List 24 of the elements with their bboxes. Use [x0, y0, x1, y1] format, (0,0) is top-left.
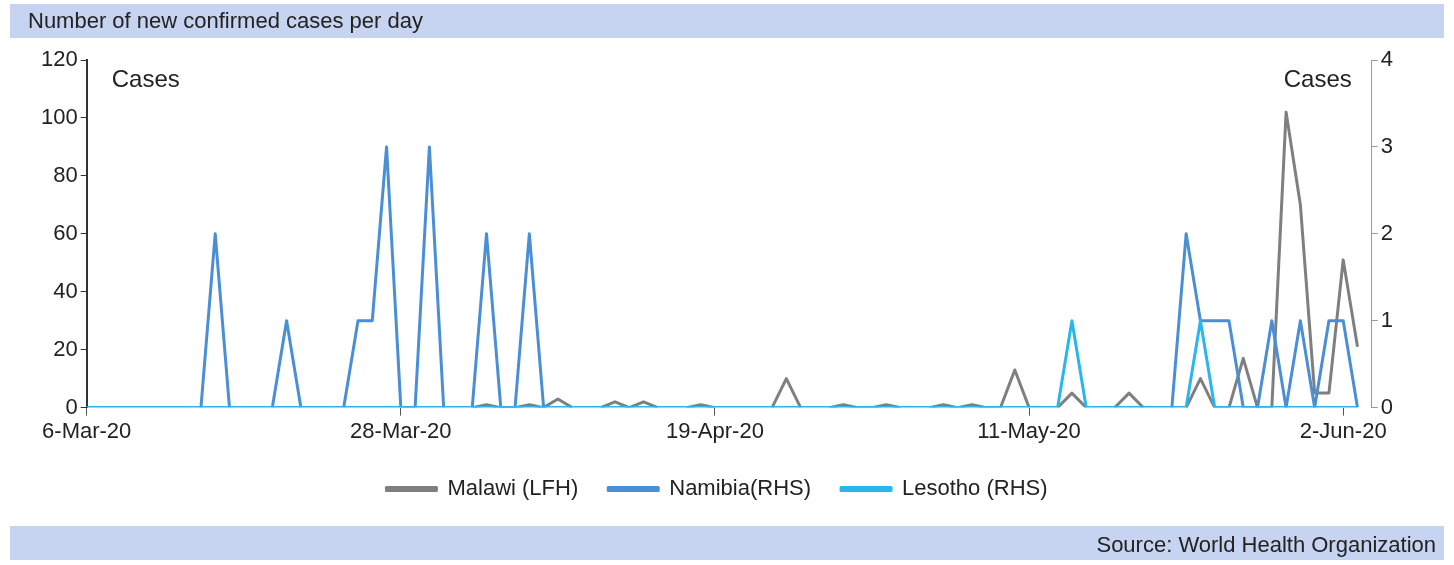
legend-label: Namibia(RHS): [669, 475, 812, 501]
y-tick-label: 40: [53, 277, 78, 303]
y-axis-title: Cases: [111, 64, 180, 92]
y2-tick-label: 3: [1380, 132, 1394, 158]
y-tick-label: 80: [53, 161, 78, 187]
x-tick-label: 28-Mar-20: [350, 417, 452, 443]
source-note: Source: World Health Organization: [10, 526, 1444, 560]
y2-tick-label: 4: [1380, 46, 1394, 72]
x-tick-label: 19-Apr-20: [666, 417, 764, 443]
y-tick-label: 60: [53, 219, 78, 245]
y2-axis-title: Cases: [1283, 64, 1352, 92]
y-tick-label: 20: [53, 335, 78, 361]
legend-label: Malawi (LFH): [447, 475, 579, 501]
y-tick-label: 100: [40, 104, 78, 129]
y-tick-label: 120: [40, 46, 78, 72]
chart-title: Number of new confirmed cases per day: [10, 4, 1444, 38]
x-tick-label: 6-Mar-20: [42, 417, 132, 443]
x-tick-label: 11-May-20: [977, 417, 1081, 443]
y2-tick-label: 0: [1380, 393, 1394, 419]
y2-tick-label: 2: [1380, 219, 1394, 245]
x-tick-label: 2-Jun-20: [1299, 417, 1387, 443]
y-tick-label: 0: [65, 393, 78, 419]
legend-label: Lesotho (RHS): [902, 475, 1048, 501]
y2-tick-label: 1: [1380, 306, 1394, 332]
